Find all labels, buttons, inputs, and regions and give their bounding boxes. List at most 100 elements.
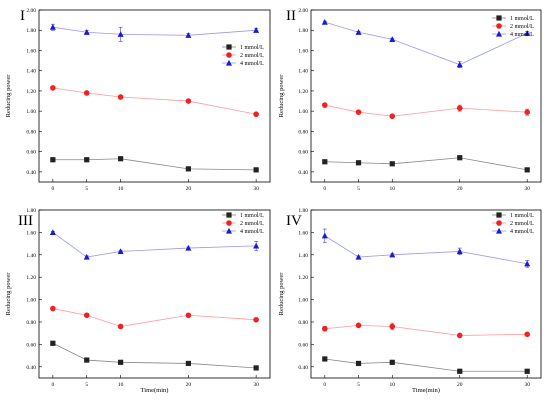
series-1: [322, 356, 530, 374]
y-tick-label: 1.00: [298, 298, 308, 304]
legend: 1 mmol/L 2 mmol/L 4 mmol/L: [222, 44, 264, 67]
data-point: [50, 157, 56, 163]
legend-marker: [226, 52, 232, 58]
y-tick-label: 1.00: [298, 109, 308, 115]
data-point: [457, 368, 463, 374]
data-point: [117, 248, 124, 255]
data-point: [322, 325, 328, 332]
x-tick-label: 30: [253, 382, 259, 388]
data-point: [50, 85, 56, 91]
y-tick-label: 0.40: [298, 365, 308, 371]
y-tick-label: 1.40: [298, 69, 308, 75]
x-tick-label: 0: [51, 382, 54, 388]
legend-marker: [496, 212, 502, 218]
x-tick-label: 10: [118, 382, 124, 388]
data-point: [389, 323, 396, 330]
x-tick-label: 30: [253, 186, 259, 192]
series-line: [324, 21, 528, 66]
x-tick-label: 5: [357, 382, 360, 388]
y-tick-label: 0.60: [26, 150, 36, 156]
y-tick-label: 1.40: [298, 253, 308, 259]
data-point: [355, 29, 362, 35]
legend-marker: [496, 30, 502, 37]
legend-label: 1 mmol/L: [510, 16, 534, 22]
data-point: [456, 105, 463, 111]
plot-frame: [310, 9, 542, 183]
legend-label: 1 mmol/L: [240, 213, 264, 219]
series-1: [50, 156, 259, 173]
legend: 1 mmol/L 2 mmol/L 4 mmol/L: [492, 212, 534, 235]
data-point: [49, 229, 56, 235]
y-axis-title: Reducing power: [278, 272, 285, 316]
legend-label: 1 mmol/L: [240, 45, 264, 51]
series-1: [50, 340, 259, 371]
data-point: [253, 167, 259, 173]
series-1: [322, 155, 530, 173]
data-point: [355, 322, 362, 329]
chart-panel-1: 0.40 0.60 0.80 1.00 1.20 1.40 1.60 1.80 2.00 0 5 10…: [5, 8, 271, 192]
y-tick-label: 1.80: [26, 28, 36, 34]
x-axis-title: Time(min): [412, 387, 440, 394]
legend: 1 mmol/L 2 mmol/L 4 mmol/L: [222, 212, 264, 235]
data-point: [524, 368, 530, 374]
y-tick-label: 0.40: [298, 170, 308, 176]
data-point: [185, 166, 191, 172]
data-point: [185, 312, 192, 319]
series-3: [49, 229, 260, 260]
data-point: [524, 167, 530, 173]
data-point: [83, 90, 90, 96]
data-point: [524, 109, 530, 115]
y-tick-label: 1.60: [298, 230, 308, 236]
data-point: [49, 24, 56, 30]
data-point: [456, 61, 463, 68]
legend-marker: [496, 15, 502, 21]
legend-marker: [496, 23, 502, 29]
data-point: [322, 102, 328, 108]
legend: 1 mmol/L 2 mmol/L 4 mmol/L: [492, 15, 534, 38]
data-point: [117, 94, 124, 100]
data-point: [83, 29, 90, 35]
panel-label: II: [286, 8, 296, 24]
legend-marker: [496, 220, 502, 226]
data-point: [185, 360, 191, 367]
data-point: [355, 109, 362, 115]
y-tick-label: 0.60: [26, 342, 36, 348]
legend-label: 4 mmol/L: [240, 229, 264, 235]
data-point: [524, 30, 531, 36]
series-line: [324, 235, 528, 265]
data-point: [84, 157, 90, 163]
y-tick-label: 0.80: [298, 320, 308, 326]
y-tick-label: 1.00: [26, 109, 36, 115]
x-tick-label: 10: [390, 186, 396, 192]
y-axis-title: Reducing power: [5, 74, 12, 118]
series-2: [322, 322, 530, 339]
panel-label: III: [18, 213, 33, 229]
x-tick-label: 30: [524, 186, 530, 192]
y-tick-label: 1.20: [26, 89, 36, 95]
x-tick-label: 20: [186, 186, 192, 192]
y-tick-label: 1.20: [298, 89, 308, 95]
data-point: [50, 305, 56, 312]
y-tick-label: 1.40: [26, 69, 36, 75]
legend-marker: [226, 220, 232, 226]
data-point: [253, 365, 259, 371]
chart-panel-2: 0.40 0.60 0.80 1.00 1.20 1.40 1.60 1.80 2.00 0 5 10…: [278, 8, 542, 192]
legend-marker: [226, 59, 232, 66]
data-point: [117, 31, 124, 37]
data-point: [117, 323, 124, 330]
data-point: [456, 332, 463, 339]
y-tick-label: 1.20: [298, 275, 308, 281]
plot-frame: [310, 209, 542, 379]
series-line: [52, 87, 257, 115]
y-tick-label: 0.40: [26, 170, 36, 176]
y-tick-label: 1.00: [26, 298, 36, 304]
y-tick-label: 0.80: [26, 129, 36, 135]
series-line: [52, 308, 257, 327]
legend-label: 2 mmol/L: [240, 221, 264, 227]
y-tick-label: 1.60: [298, 48, 308, 54]
plot-frame: [38, 9, 271, 183]
data-point: [389, 251, 396, 258]
y-tick-label: 1.60: [26, 48, 36, 54]
chart-panel-3: 0.40 0.60 0.80 1.00 1.20 1.40 1.60 1.80 0 5 10 20 30…: [5, 208, 271, 394]
